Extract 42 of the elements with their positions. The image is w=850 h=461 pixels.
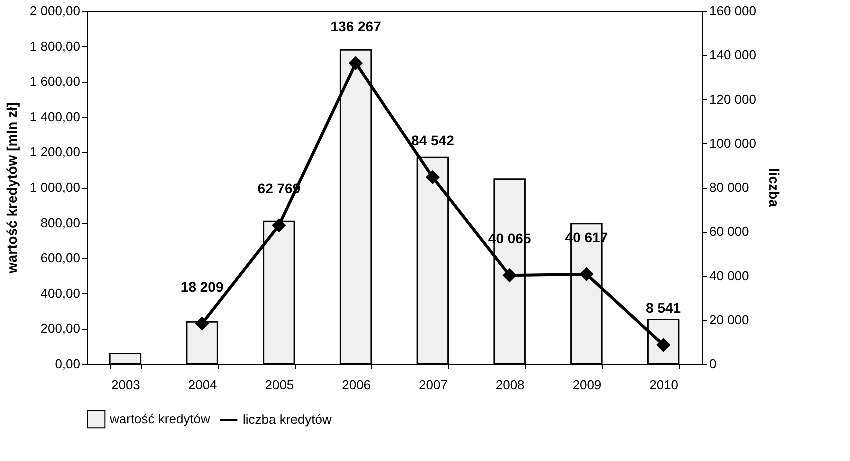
y-tick-label: 200,00 xyxy=(40,321,80,336)
y2-tick-label: 60 000 xyxy=(710,224,750,240)
y2-tick-label: 0 xyxy=(710,356,717,372)
x-tick-label: 2010 xyxy=(650,378,679,392)
y-tick-label: 800,00 xyxy=(40,215,80,230)
data-label: 84 542 xyxy=(412,132,455,148)
y-tick-label: 1 000,00 xyxy=(30,180,80,195)
data-label: 8 541 xyxy=(646,300,682,316)
point xyxy=(195,316,210,331)
y-tick-label: 0,00 xyxy=(55,356,80,372)
y-tick-label: 600,00 xyxy=(40,250,80,266)
y2-tick-label: 120 000 xyxy=(710,92,756,107)
point xyxy=(502,268,517,283)
y2-tick-label: 80 000 xyxy=(710,180,750,195)
y2-tick-label: 40 000 xyxy=(710,268,750,284)
data-label: 18 209 xyxy=(180,278,224,295)
y2-tick-label: 140 000 xyxy=(710,48,756,63)
y-tick-label: 1 200,00 xyxy=(30,144,80,160)
point xyxy=(272,218,286,233)
y2-tick-label: 20 000 xyxy=(710,312,750,328)
legend-label: liczba kredytów xyxy=(243,412,332,427)
x-tick-label: 2004 xyxy=(188,378,218,392)
x-tick-label: 2006 xyxy=(342,378,372,392)
data-label: 136 267 xyxy=(330,18,382,34)
x-tick-label: 2008 xyxy=(496,378,525,392)
legend-label: wartość kredytów xyxy=(109,412,212,426)
point xyxy=(580,267,594,282)
y-axis-title: wartość kredytów [mln zł] xyxy=(4,102,20,275)
y2-axis-title: liczba xyxy=(766,168,782,208)
y2-tick-label: 100 000 xyxy=(710,136,756,151)
y-tick-label: 1 600,00 xyxy=(30,74,80,90)
y-tick-label: 400,00 xyxy=(40,286,80,301)
x-tick-label: 2003 xyxy=(111,378,140,392)
y-tick-label: 2 000,00 xyxy=(30,4,80,18)
point xyxy=(348,56,364,70)
x-tick-label: 2005 xyxy=(265,378,294,392)
y2-tick-label: 160 000 xyxy=(710,4,756,18)
y-tick-label: 1 400,00 xyxy=(30,109,80,124)
x-tick-label: 2009 xyxy=(572,378,602,392)
y-tick-label: 1 800,00 xyxy=(30,38,80,54)
x-tick-label: 2007 xyxy=(418,378,448,392)
point xyxy=(426,170,440,185)
